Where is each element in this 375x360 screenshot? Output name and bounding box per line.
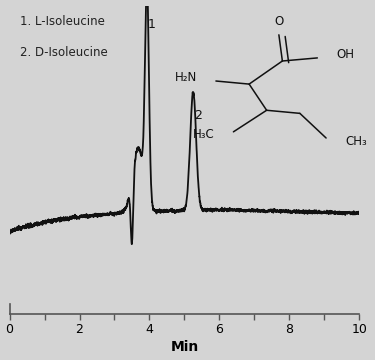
Text: OH: OH [337,48,355,61]
Text: H₃C: H₃C [192,129,214,141]
Text: 2: 2 [194,109,202,122]
Text: 2. D-Isoleucine: 2. D-Isoleucine [20,46,108,59]
Text: CH₃: CH₃ [345,135,367,148]
X-axis label: Min: Min [170,341,199,355]
Text: H₂N: H₂N [174,71,196,84]
Text: 1: 1 [148,18,156,31]
Text: 1. L-Isoleucine: 1. L-Isoleucine [20,15,105,28]
Text: O: O [274,15,284,28]
